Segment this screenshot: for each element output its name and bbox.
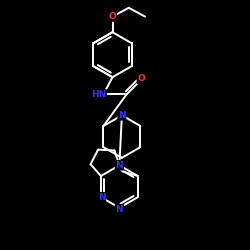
Text: HN: HN [91, 90, 106, 99]
Text: N: N [116, 205, 123, 214]
Text: N: N [118, 111, 126, 120]
Text: N: N [116, 161, 123, 170]
Text: N: N [98, 193, 106, 202]
Text: O: O [108, 12, 116, 21]
Text: O: O [138, 74, 145, 83]
